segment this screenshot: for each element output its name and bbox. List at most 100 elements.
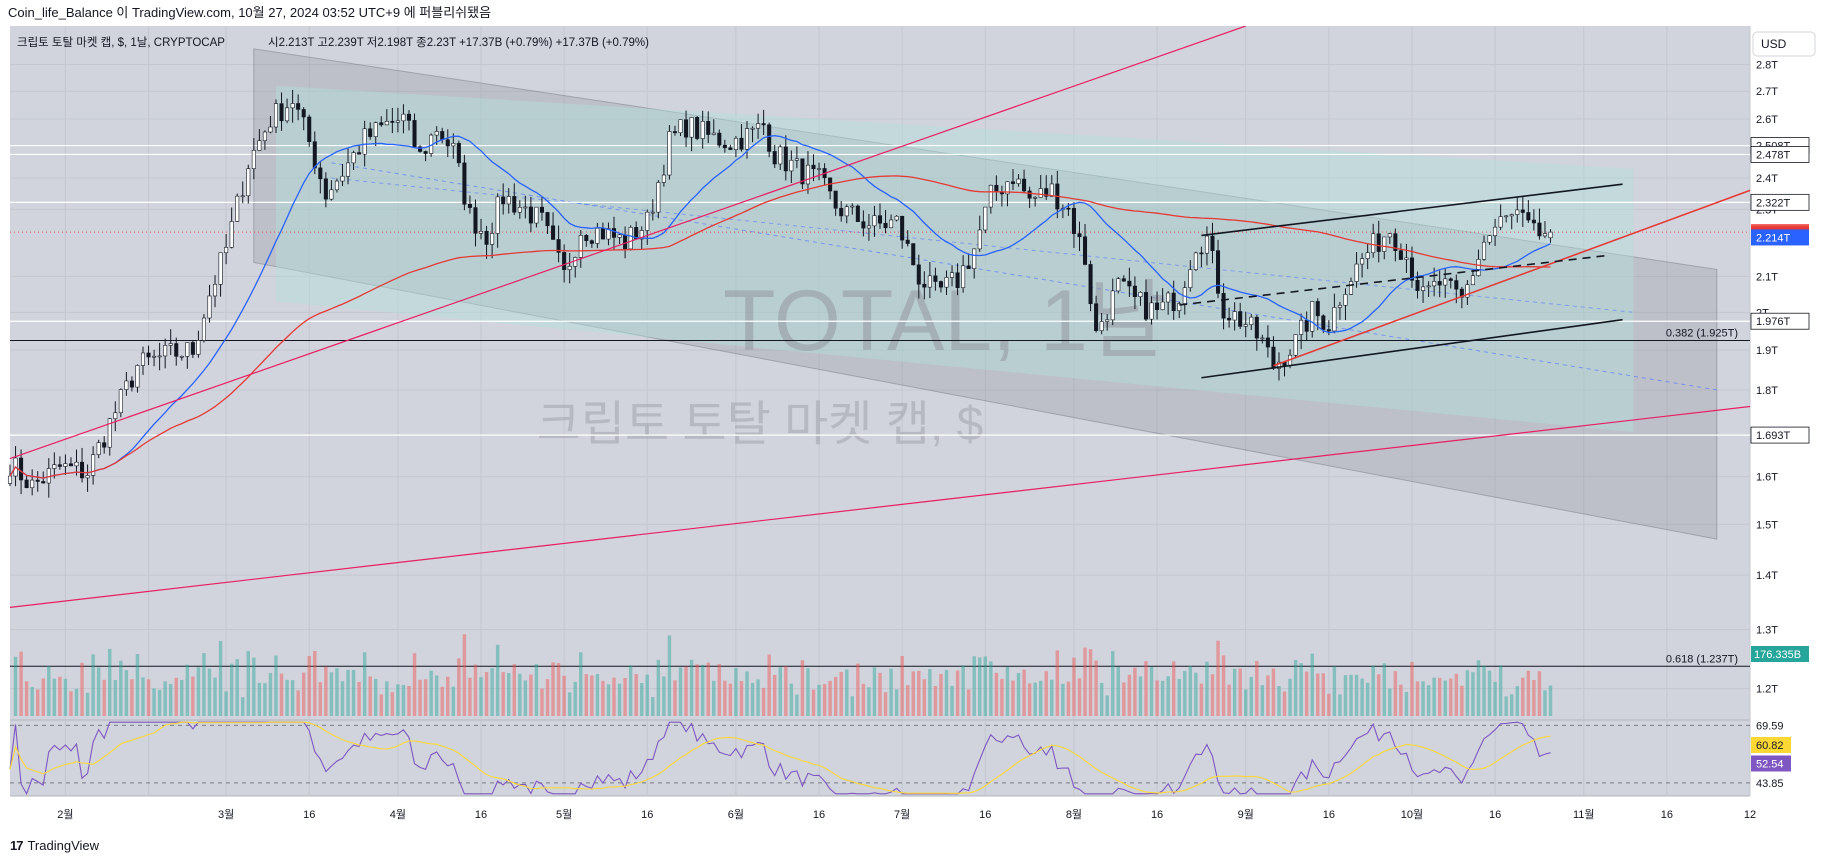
volume-bar (939, 673, 943, 716)
candle-body (783, 146, 788, 172)
volume-bar (1016, 673, 1021, 716)
price-pane[interactable] (10, 26, 1750, 720)
volume-bar (1038, 680, 1043, 716)
x-tick-label: 12 (1744, 809, 1756, 821)
candle-body (456, 143, 461, 164)
volume-bar (606, 684, 611, 716)
volume-bar (174, 677, 178, 716)
candle-body (567, 266, 572, 270)
volume-bar (1216, 640, 1220, 716)
volume-bar (894, 689, 899, 716)
candle-body (1143, 292, 1149, 320)
candle-body (539, 206, 544, 213)
candle-body (1387, 233, 1392, 238)
candle-body (900, 215, 905, 241)
volume-bar (662, 676, 666, 716)
volume-bar (1460, 685, 1464, 716)
volume-bar (274, 655, 278, 716)
candle-body (1166, 292, 1171, 303)
candle-body (966, 265, 971, 269)
volume-bar (689, 659, 694, 716)
candle-body (1010, 181, 1016, 184)
volume-bar (922, 679, 927, 716)
rsi-tick-label: 69.59 (1756, 720, 1784, 732)
volume-bar (19, 651, 23, 716)
volume-bar (667, 635, 672, 716)
candle-body (756, 123, 761, 129)
volume-bar (567, 692, 572, 716)
volume-bar (1498, 665, 1503, 716)
volume-bar (1061, 683, 1065, 716)
volume-bar (628, 665, 633, 716)
candle-body (1326, 329, 1331, 332)
x-tick-label: 16 (813, 809, 825, 821)
currency-button[interactable]: USD (1752, 31, 1816, 57)
volume-bar (1388, 688, 1392, 716)
candle-body (213, 284, 218, 297)
volume-bar (928, 669, 932, 716)
chart[interactable]: TOTAL, 1날 크립토 토탈 마켓 캡, $ 0.382 (1.925T)0… (0, 26, 1827, 836)
candle-body (357, 152, 362, 155)
candle-body (711, 132, 716, 135)
volume-bar (900, 656, 904, 716)
candle-body (589, 240, 594, 244)
volume-bar (30, 687, 34, 716)
volume-bar (1432, 677, 1436, 716)
volume-bar (1510, 694, 1514, 716)
candle-body (1193, 252, 1198, 270)
candle-body (74, 461, 79, 467)
volume-bar (1288, 678, 1292, 716)
volume-bar (429, 670, 433, 716)
volume-bar (1249, 676, 1253, 716)
volume-bar (872, 667, 877, 716)
volume-bar (1066, 681, 1071, 716)
candle-body (179, 356, 184, 358)
x-tick-label: 16 (1489, 809, 1501, 821)
volume-bar (213, 677, 217, 716)
volume-bar (1526, 670, 1531, 716)
candle-body (1337, 305, 1342, 308)
x-tick-label: 16 (303, 809, 315, 821)
candle-body (63, 463, 68, 467)
candle-body (451, 143, 456, 147)
candle-body (1243, 324, 1248, 327)
channel-midline (331, 162, 1717, 391)
volume-bar (368, 676, 372, 716)
volume-bar (434, 675, 439, 716)
candle-body (1476, 259, 1481, 276)
candle-body (1432, 281, 1437, 287)
ma-blue-line (9, 135, 1551, 479)
candle-body (1110, 290, 1115, 321)
volume-bar (1437, 677, 1442, 716)
candle-body (661, 174, 666, 183)
volume-bar (180, 680, 184, 716)
price-tag-label: 2.322T (1756, 197, 1791, 209)
candle-body (1138, 292, 1143, 298)
candle-body (146, 352, 151, 358)
candle-body (423, 151, 428, 154)
rsi-tag-label: 60.82 (1756, 740, 1784, 752)
candle-body (545, 212, 550, 227)
volume-bar (789, 683, 794, 716)
candle-body (1520, 209, 1525, 213)
x-tick-label: 9월 (1238, 808, 1254, 821)
volume-bar (1155, 680, 1159, 716)
volume-bar (518, 673, 522, 716)
volume-bar (1310, 653, 1314, 716)
candle-body (1149, 302, 1154, 320)
price-tag-box (1750, 146, 1810, 163)
x-tick-label: 16 (1151, 809, 1163, 821)
rsi-pane[interactable] (10, 720, 1750, 796)
candle-body (506, 196, 511, 205)
wedge-lower (1201, 318, 1623, 379)
candle-body (129, 380, 134, 388)
volume-bar (1133, 667, 1137, 716)
candle-body (1293, 334, 1298, 356)
candle-body (290, 103, 295, 109)
volume-bar (1099, 682, 1104, 716)
volume-bar (684, 666, 688, 716)
volume-bar (784, 666, 788, 716)
candle-body (1216, 250, 1221, 294)
volume-bar (268, 672, 273, 716)
candle-body (384, 120, 389, 126)
